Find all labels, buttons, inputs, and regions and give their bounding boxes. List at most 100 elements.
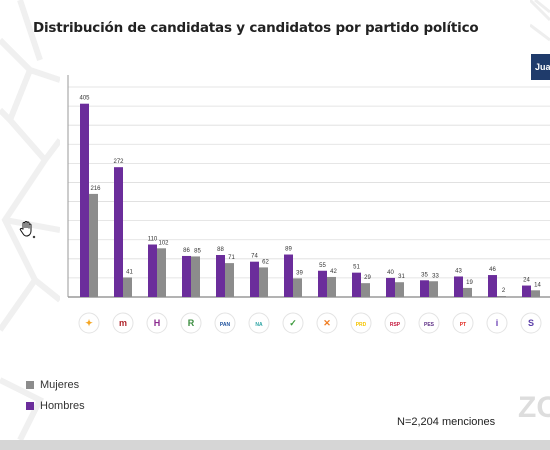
bar-hombres	[454, 276, 463, 297]
rsp-logo-icon	[384, 312, 406, 334]
hand-cursor-icon	[19, 221, 36, 239]
data-label-mujeres: 42	[330, 269, 337, 275]
data-label-mujeres: 29	[364, 275, 371, 281]
pan-logo-icon-glyph: PAN	[220, 322, 231, 328]
pri-logo-icon	[180, 312, 202, 334]
pes-logo-icon-glyph: PES	[424, 322, 435, 328]
morena-logo-icon	[112, 312, 134, 334]
pan-movement-icon	[78, 312, 100, 334]
data-label-hombres: 405	[79, 96, 90, 102]
bar-mujeres	[429, 281, 438, 297]
data-label-hombres: 43	[455, 268, 462, 274]
sample-note: N=2,204 menciones	[397, 416, 496, 428]
morena-logo-icon-glyph: m	[119, 318, 127, 328]
mc-logo-icon-glyph: ✕	[323, 318, 331, 328]
bar-mujeres	[497, 296, 506, 297]
pes-logo-icon	[418, 312, 440, 334]
bar-mujeres	[259, 267, 268, 297]
pt-logo-icon	[452, 312, 474, 334]
data-label-mujeres: 19	[466, 280, 473, 286]
pan-logo-icon	[214, 312, 236, 334]
bar-mujeres	[463, 287, 472, 297]
prd-logo-icon	[350, 312, 372, 334]
prd-logo-icon-glyph: PRD	[356, 322, 367, 328]
bar-hombres	[318, 270, 327, 297]
data-label-hombres: 46	[489, 267, 496, 273]
legend-swatch-mujeres	[26, 381, 34, 389]
bar-hombres	[386, 277, 395, 297]
legend-hombres: Hombres	[26, 400, 85, 412]
bar-hombres	[420, 280, 429, 297]
data-label-mujeres: 39	[296, 270, 303, 276]
data-label-hombres: 89	[285, 247, 292, 253]
h-party-icon-glyph: H	[154, 318, 161, 328]
data-label-mujeres: 102	[158, 240, 169, 246]
mc-logo-icon	[316, 312, 338, 334]
legend-label-mujeres: Mujeres	[40, 379, 80, 391]
bottom-strip	[0, 440, 550, 450]
bar-mujeres	[123, 277, 132, 297]
data-label-hombres: 51	[353, 265, 360, 271]
bar-mujeres	[327, 276, 336, 297]
data-label-hombres: 24	[523, 278, 530, 284]
bar-hombres	[352, 272, 361, 297]
legend-label-hombres: Hombres	[40, 400, 85, 412]
data-label-hombres: 74	[251, 254, 258, 260]
h-party-icon	[146, 312, 168, 334]
bar-mujeres	[89, 193, 98, 297]
bar-hombres	[488, 275, 497, 297]
data-label-mujeres: 71	[228, 255, 235, 261]
bar-mujeres	[361, 283, 370, 297]
pan-movement-icon-glyph: ✦	[85, 318, 93, 328]
slide: Distribución de candidatas y candidatos …	[0, 0, 550, 440]
data-label-mujeres: 33	[432, 273, 439, 279]
pvem-logo-icon-glyph: ✓	[289, 318, 297, 328]
background-decoration	[0, 0, 60, 440]
bar-mujeres	[395, 282, 404, 297]
bar-mujeres	[531, 290, 540, 297]
legend-swatch-hombres	[26, 402, 34, 410]
bar-mujeres	[157, 248, 166, 297]
bar-hombres	[522, 285, 531, 297]
data-label-hombres: 88	[217, 247, 224, 253]
data-label-hombres: 55	[319, 263, 326, 269]
bar-hombres	[284, 254, 293, 297]
data-label-mujeres: 216	[90, 186, 101, 192]
data-label-hombres: 35	[421, 272, 428, 278]
bar-hombres	[114, 167, 123, 297]
info-party-icon	[486, 312, 508, 334]
bar-hombres	[182, 255, 191, 297]
watermark-logo: ZO	[518, 391, 550, 424]
bar-mujeres	[225, 263, 234, 297]
data-label-mujeres: 41	[126, 269, 133, 275]
data-label-mujeres: 31	[398, 274, 405, 280]
corner-decoration	[530, 0, 550, 42]
na-logo-icon-glyph: NA	[255, 322, 263, 328]
pri-logo-icon-glyph: R	[188, 318, 195, 328]
data-label-mujeres: 14	[534, 282, 541, 288]
chart-title: Distribución de candidatas y candidatos …	[33, 20, 479, 36]
data-label-hombres: 40	[387, 270, 394, 276]
bar-mujeres	[191, 256, 200, 297]
data-label-hombres: 110	[148, 237, 158, 243]
rsp-logo-icon-glyph: RSP	[390, 322, 401, 328]
pvem-logo-icon	[282, 312, 304, 334]
legend-mujeres: Mujeres	[26, 379, 79, 391]
somos-logo-icon	[520, 312, 542, 334]
somos-logo-icon-glyph: S	[528, 318, 534, 328]
bar-mujeres	[293, 278, 302, 297]
participant-tile[interactable]: Juan	[531, 54, 550, 80]
bar-hombres	[80, 103, 89, 297]
bar-hombres	[148, 244, 157, 297]
data-label-mujeres: 2	[502, 288, 506, 294]
data-label-hombres: 86	[183, 248, 190, 254]
data-label-hombres: 272	[113, 159, 124, 165]
bar-hombres	[250, 261, 259, 297]
bar-hombres	[216, 255, 225, 297]
info-party-icon-glyph: i	[496, 318, 499, 328]
pt-logo-icon-glyph: PT	[460, 322, 466, 328]
na-logo-icon	[248, 312, 270, 334]
data-label-mujeres: 62	[262, 259, 269, 265]
data-label-mujeres: 85	[194, 248, 201, 254]
